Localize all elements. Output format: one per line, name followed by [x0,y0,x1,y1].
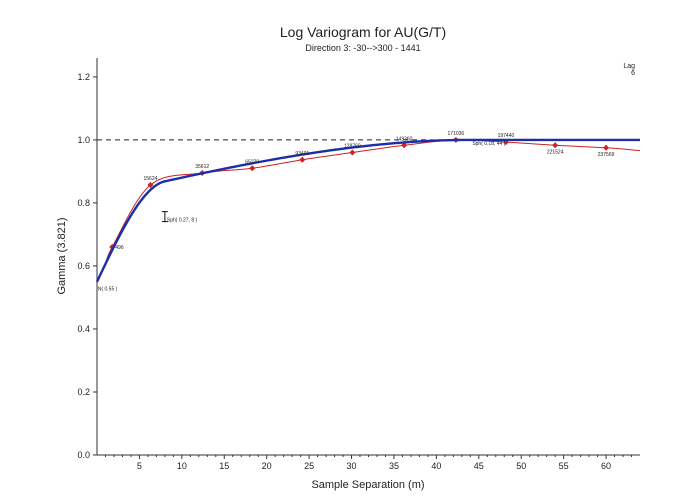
pair-count-label: 35612 [195,164,209,170]
pair-count-label: 15624 [143,176,157,182]
experimental-point [349,149,356,156]
x-tick-label: 10 [177,461,187,471]
legend-lag-label: Lag [623,63,635,70]
x-tick-label: 55 [559,461,569,471]
y-tick-label: 0.2 [77,387,90,397]
pair-count-label: 128760 [344,144,361,150]
y-tick-label: 1.0 [77,135,90,145]
experimental-point [552,142,559,149]
pair-count-label: 221524 [547,149,564,155]
model-curve [95,138,640,283]
chart-title: Log Variogram for AU(G/T) [280,24,446,40]
x-tick-label: 15 [219,461,229,471]
pair-count-label: 149360 [396,136,413,142]
pair-count-label: 197440 [498,133,515,139]
x-tick-label: 35 [389,461,399,471]
y-tick-label: 1.2 [77,72,90,82]
x-tick-label: 50 [516,461,526,471]
experimental-point [249,165,256,172]
x-tick-label: 45 [474,461,484,471]
experimental-point [401,142,408,149]
y-tick-label: 0.0 [77,450,90,460]
structure-2-label: Sph( 0.18, 44 ) [472,141,505,147]
x-tick-label: 60 [601,461,611,471]
x-tick-label: 40 [431,461,441,471]
x-axis-label: Sample Separation (m) [311,479,424,491]
x-tick-label: 25 [304,461,314,471]
structure-1-label: Sph( 0.27, 8 ) [167,218,198,224]
y-tick-label: 0.8 [77,198,90,208]
experimental-point [147,181,154,188]
y-tick-label: 0.6 [77,261,90,271]
pair-count-label: 65270 [245,159,259,165]
x-tick-label: 20 [262,461,272,471]
experimental-point [603,144,610,151]
x-tick-label: 30 [347,461,357,471]
nugget-label: N( 0.55 ) [98,287,118,293]
x-tick-label: 5 [137,461,142,471]
chart-subtitle: Direction 3: -30-->300 - 1441 [305,43,420,53]
pair-count-label: 171036 [448,131,465,137]
legend-lag-value: 6 [631,70,635,77]
pair-count-label: 496 [115,245,124,251]
pair-count-label: 237569 [598,152,615,158]
y-axis-label: Gamma (3.821) [56,217,68,294]
pair-count-label: 93401 [295,151,309,157]
experimental-point [299,156,306,163]
y-tick-label: 0.4 [77,324,90,334]
